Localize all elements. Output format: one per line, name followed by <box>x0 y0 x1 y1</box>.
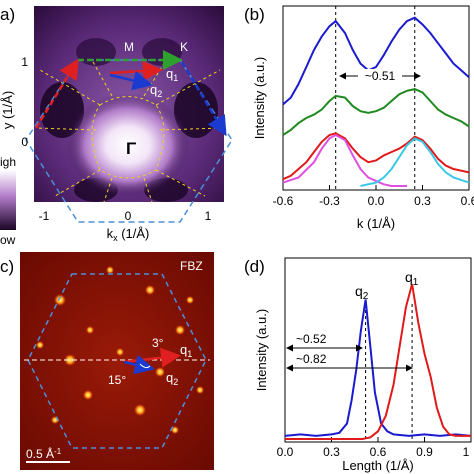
angle-15-label: 15° <box>108 373 126 387</box>
spectrum-line <box>282 132 470 181</box>
y-axis-title: Intensity (a.u.) <box>254 309 269 391</box>
dark-lobe <box>76 38 116 66</box>
panel-a: igh ow M K Γ q1 q2 a) y (1/Å) 1 0 <box>0 5 233 247</box>
annotation-082: ~0.82 <box>296 352 327 366</box>
fbz-label: FBZ <box>180 259 203 273</box>
panel-b-label: (b) <box>244 5 265 24</box>
panel-d: (d) 0.0 0.3 0.6 0.9 1 q1 q2 ~0.52 ~0.82 Inte… <box>244 257 472 473</box>
q1-label: q1 <box>180 342 192 359</box>
q2-vector <box>109 70 153 91</box>
panel-a-label: a) <box>0 5 15 24</box>
fourier-peak <box>155 367 165 377</box>
ytick: 1 <box>21 55 28 69</box>
x-tick-label: 0.3 <box>323 445 340 459</box>
fourier-peak <box>196 386 204 394</box>
colorbar-high-label: igh <box>0 155 16 169</box>
q1-peak-label: q1 <box>405 269 419 288</box>
fourier-peak <box>54 294 66 306</box>
dark-lobe <box>174 82 218 138</box>
stm-image <box>20 252 214 470</box>
profile-line <box>284 299 472 437</box>
x-tick-label: 0.0 <box>277 445 294 459</box>
blue-dashed-arrow <box>180 61 227 137</box>
x-axis-title: kx (1/Å) <box>107 226 150 243</box>
angle-arc <box>139 363 151 369</box>
ytick: 0 <box>21 135 28 149</box>
fourier-peak <box>134 404 146 416</box>
gamma-point-label: Γ <box>126 139 136 158</box>
q2-peak-label: q2 <box>355 283 369 302</box>
scalebar-label: 0.5 Å-1 <box>26 446 62 461</box>
panel-b: (b) -0.6 -0.3 0.0 0.3 0.6 ~0.51 Intensity (a… <box>244 5 474 231</box>
annotation-051: ~0.51 <box>365 69 396 83</box>
colorbar <box>0 170 16 230</box>
panel-c: FBZ 3° 15° q1 q2 0.5 Å-1 c) <box>0 252 214 470</box>
x-axis-title: k (1/Å) <box>357 216 395 231</box>
fourier-peak <box>36 341 44 349</box>
x-tick-label: 1 <box>463 445 470 459</box>
xtick: 0 <box>125 209 132 223</box>
x-tick-label: 0.6 <box>370 445 387 459</box>
spectrum-line <box>360 137 470 187</box>
x-tick-label: 0.0 <box>368 194 385 208</box>
spectrum-line <box>282 16 470 106</box>
dark-lobe <box>142 38 182 66</box>
k-point-label: K <box>180 40 188 54</box>
fourier-peak <box>64 354 76 366</box>
x-tick-label: 0.3 <box>414 194 431 208</box>
fourier-peak <box>86 326 94 334</box>
plot-frame <box>284 257 472 443</box>
series-lines <box>282 16 470 187</box>
x-tick-label: 0.9 <box>416 445 433 459</box>
x-axis-title: Length (1/Å) <box>342 458 414 473</box>
x-tick-label: 0.6 <box>461 194 474 208</box>
y-axis-title: Intensity (a.u.) <box>252 57 267 139</box>
fourier-peak <box>106 266 114 274</box>
red-dashed-arrow <box>34 58 79 129</box>
xtick: 1 <box>205 209 212 223</box>
fourier-peak <box>83 390 93 400</box>
spectrum-line <box>282 133 407 187</box>
panel-d-label: (d) <box>244 257 265 276</box>
fbz-hexagon <box>27 273 207 449</box>
panel-c-label: c) <box>0 257 14 276</box>
spectrum-line <box>282 88 470 136</box>
x-ticks: 0.0 0.3 0.6 0.9 1 <box>277 304 472 459</box>
q2-vector <box>123 354 155 375</box>
q2-label: q2 <box>150 82 162 99</box>
fourier-peak <box>186 296 194 304</box>
x-tick-label: -0.3 <box>319 194 340 208</box>
fourier-peak <box>171 426 179 434</box>
colorbar-low-label: ow <box>0 233 16 247</box>
fourier-spots <box>36 266 204 434</box>
m-point-label: M <box>124 40 134 54</box>
fourier-peak <box>145 285 155 295</box>
label-bg <box>358 69 402 83</box>
angle-3-label: 3° <box>152 336 164 350</box>
xtick: -1 <box>39 209 50 223</box>
fourier-peak <box>175 325 185 335</box>
profile-line <box>285 283 471 440</box>
x-ticks: -0.6 -0.3 0.0 0.3 0.6 <box>273 6 474 208</box>
gamma-pocket <box>66 93 190 197</box>
fourier-peak <box>116 348 124 356</box>
q1-label: q1 <box>166 66 178 83</box>
q2-label: q2 <box>166 370 178 387</box>
y-axis-fragment: y (1/Å) <box>0 91 15 129</box>
annotation-052: ~0.52 <box>296 332 327 346</box>
x-tick-label: -0.6 <box>273 194 294 208</box>
series-lines <box>284 283 472 440</box>
